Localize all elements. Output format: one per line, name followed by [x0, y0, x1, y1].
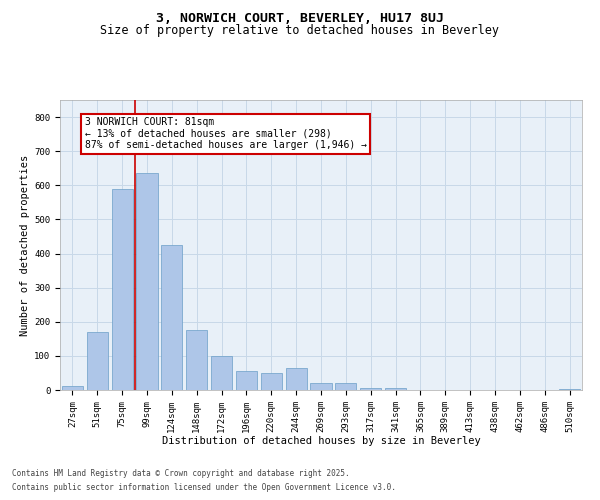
Bar	[161, 245, 182, 390]
Text: Contains HM Land Registry data © Crown copyright and database right 2025.: Contains HM Land Registry data © Crown c…	[12, 468, 350, 477]
Bar	[236, 371, 257, 390]
Bar	[186, 330, 207, 390]
Bar	[136, 174, 158, 390]
Bar	[360, 388, 381, 390]
Y-axis label: Number of detached properties: Number of detached properties	[20, 154, 30, 336]
Text: Contains public sector information licensed under the Open Government Licence v3: Contains public sector information licen…	[12, 484, 396, 492]
Bar	[335, 383, 356, 390]
Bar	[261, 373, 282, 390]
Bar	[385, 388, 406, 390]
Text: Size of property relative to detached houses in Beverley: Size of property relative to detached ho…	[101, 24, 499, 37]
X-axis label: Distribution of detached houses by size in Beverley: Distribution of detached houses by size …	[161, 436, 481, 446]
Bar	[62, 386, 83, 390]
Bar	[286, 368, 307, 390]
Text: 3, NORWICH COURT, BEVERLEY, HU17 8UJ: 3, NORWICH COURT, BEVERLEY, HU17 8UJ	[156, 12, 444, 26]
Bar	[211, 356, 232, 390]
Text: 3 NORWICH COURT: 81sqm
← 13% of detached houses are smaller (298)
87% of semi-de: 3 NORWICH COURT: 81sqm ← 13% of detached…	[85, 117, 367, 150]
Bar	[310, 383, 332, 390]
Bar	[112, 188, 133, 390]
Bar	[87, 332, 108, 390]
Bar	[559, 389, 580, 390]
